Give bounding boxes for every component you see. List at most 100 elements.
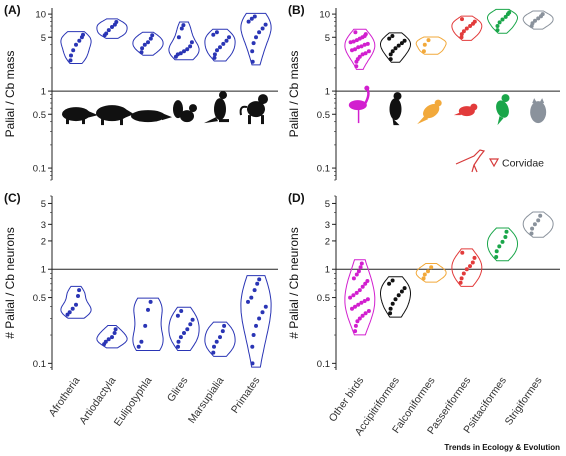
data-point xyxy=(472,19,477,24)
data-point xyxy=(458,280,463,285)
data-point xyxy=(365,279,370,283)
data-point xyxy=(355,319,360,324)
data-point xyxy=(175,313,180,318)
y-tick-label: 0.5 xyxy=(317,110,330,121)
squirrel-silhouette-icon xyxy=(173,100,197,123)
data-point xyxy=(76,294,80,298)
data-point xyxy=(353,323,358,328)
data-point xyxy=(74,302,78,307)
y-tick-label: 10 xyxy=(35,10,46,21)
data-point xyxy=(350,306,354,311)
data-point xyxy=(254,323,258,328)
y-axis-label: Palial / Cb mass xyxy=(3,51,17,138)
data-point xyxy=(142,42,147,47)
data-point xyxy=(222,323,227,328)
panel-D: (D) # Palial / Cb neurons 0.1 0.5 1 2 3 5 Other … xyxy=(287,191,560,438)
data-point xyxy=(353,329,358,334)
data-point xyxy=(494,255,499,259)
data-point xyxy=(185,327,190,332)
data-point xyxy=(359,261,364,266)
data-point xyxy=(461,271,466,276)
data-point xyxy=(500,17,505,22)
y-tick-label: 0.1 xyxy=(33,164,46,175)
data-point xyxy=(390,278,395,283)
data-point xyxy=(106,337,111,342)
mole-silhouette-icon xyxy=(131,110,172,123)
data-point xyxy=(464,26,469,31)
data-point xyxy=(251,41,256,46)
data-point xyxy=(150,33,155,38)
data-point xyxy=(354,272,359,277)
y-tick-label: 1 xyxy=(41,265,46,276)
data-point xyxy=(530,226,535,231)
data-point xyxy=(497,20,502,25)
y-axis-label: # Palial / Cb neurons xyxy=(287,227,301,338)
data-point xyxy=(363,51,368,56)
data-point xyxy=(388,52,393,57)
x-tick-label: Primates xyxy=(229,375,263,416)
violin-afrotheria xyxy=(60,31,92,64)
data-point xyxy=(348,40,353,45)
data-point xyxy=(533,18,537,23)
data-point xyxy=(396,293,401,298)
data-point xyxy=(176,35,181,40)
violin-eulipotyphla xyxy=(132,31,164,56)
y-tick-label: 0.5 xyxy=(33,110,46,121)
y-tick-label: 1 xyxy=(41,87,46,98)
finch-silhouette-icon xyxy=(453,103,478,117)
data-point xyxy=(388,57,393,62)
data-point xyxy=(221,41,226,46)
violin-artiodactyla xyxy=(96,18,128,39)
violin-marsupialia xyxy=(204,28,236,62)
violin-accipitriformes xyxy=(380,32,411,63)
data-point xyxy=(393,46,398,51)
y-tick-label: 1 xyxy=(325,87,330,98)
data-point xyxy=(214,339,219,344)
data-point xyxy=(530,21,535,26)
y-tick-label: 5 xyxy=(41,33,46,44)
data-point xyxy=(106,28,111,33)
data-point xyxy=(114,20,119,24)
data-point xyxy=(399,289,404,294)
data-point xyxy=(189,40,194,45)
data-point xyxy=(497,244,502,249)
data-point xyxy=(359,44,364,49)
data-point xyxy=(360,52,365,57)
violin-afrotheria xyxy=(60,285,92,319)
data-point xyxy=(402,38,407,43)
data-point xyxy=(77,288,82,293)
data-point xyxy=(211,32,216,37)
data-point xyxy=(227,35,231,40)
data-point xyxy=(464,267,469,272)
panel-label: (C) xyxy=(4,191,21,205)
data-point xyxy=(255,281,260,286)
data-point xyxy=(257,316,262,321)
violin-glires xyxy=(168,306,200,351)
data-point xyxy=(460,17,464,22)
violin-eulipotyphla xyxy=(132,297,164,351)
data-point xyxy=(246,299,250,304)
eagle-silhouette-icon xyxy=(389,92,402,126)
y-axis-label: Palial / Cb mass xyxy=(287,51,301,138)
data-point xyxy=(468,24,473,28)
data-point xyxy=(110,335,114,340)
data-point xyxy=(494,249,499,254)
data-point xyxy=(182,331,186,335)
data-point xyxy=(250,49,255,54)
data-point xyxy=(211,350,216,355)
data-point xyxy=(422,42,427,47)
monkey-silhouette-icon xyxy=(239,94,268,125)
data-point xyxy=(357,288,362,293)
corvidae-legend-marker xyxy=(488,158,500,168)
y-tick-label: 0.5 xyxy=(317,293,330,304)
data-point xyxy=(390,49,395,54)
data-point xyxy=(252,14,257,19)
data-point xyxy=(507,10,512,15)
data-point xyxy=(139,50,144,55)
violin-other-birds xyxy=(344,259,376,336)
data-point xyxy=(359,300,364,305)
data-point xyxy=(175,52,180,57)
parrot-silhouette-icon xyxy=(496,94,510,126)
y-tick-label: 2 xyxy=(41,236,46,247)
